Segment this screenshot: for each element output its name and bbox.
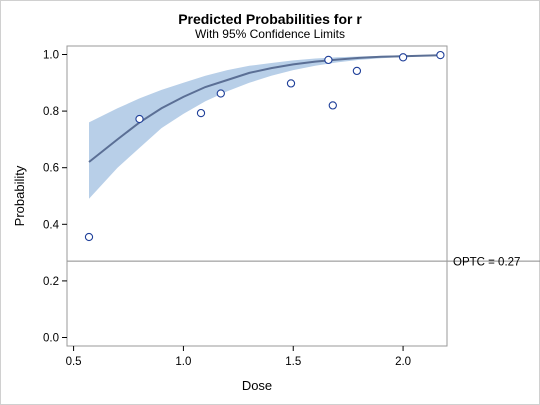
- chart-subtitle: With 95% Confidence Limits: [195, 27, 345, 41]
- y-tick-label: 0.0: [43, 333, 59, 345]
- observed-point: [84, 232, 94, 242]
- y-axis-label: Probability: [12, 165, 27, 226]
- observed-point: [328, 101, 337, 110]
- observed-point: [216, 89, 225, 98]
- y-tick-label: 0.8: [43, 106, 59, 118]
- observed-point: [398, 53, 408, 62]
- y-tick-label: 0.4: [43, 219, 60, 231]
- y-axis: 0.0 0.2 0.4 0.6 0.8 1.0: [43, 49, 67, 345]
- confidence-band: [89, 55, 441, 199]
- observed-point: [352, 66, 362, 76]
- y-tick-label: 0.2: [43, 276, 59, 288]
- x-axis-label: Dose: [242, 378, 272, 393]
- x-tick-label: 2.0: [395, 356, 411, 368]
- observed-point: [286, 79, 296, 88]
- observed-point: [135, 114, 144, 124]
- y-tick-label: 1.0: [43, 49, 59, 61]
- y-tick-label: 0.6: [43, 163, 59, 175]
- reference-line-label: OPTC = 0.27: [453, 257, 520, 269]
- x-tick-label: 1.5: [285, 356, 301, 368]
- plot-area: [67, 50, 540, 262]
- observed-point: [324, 55, 333, 65]
- x-tick-label: 1.0: [175, 356, 191, 368]
- plot-border: [66, 45, 448, 347]
- x-axis: 0.5 1.0 1.5 2.0: [66, 346, 411, 368]
- observed-point: [196, 108, 206, 118]
- x-tick-label: 0.5: [66, 356, 82, 368]
- chart-title: Predicted Probabilities for r: [178, 11, 362, 27]
- predicted-probability-line: [88, 54, 441, 163]
- observed-point: [436, 50, 445, 60]
